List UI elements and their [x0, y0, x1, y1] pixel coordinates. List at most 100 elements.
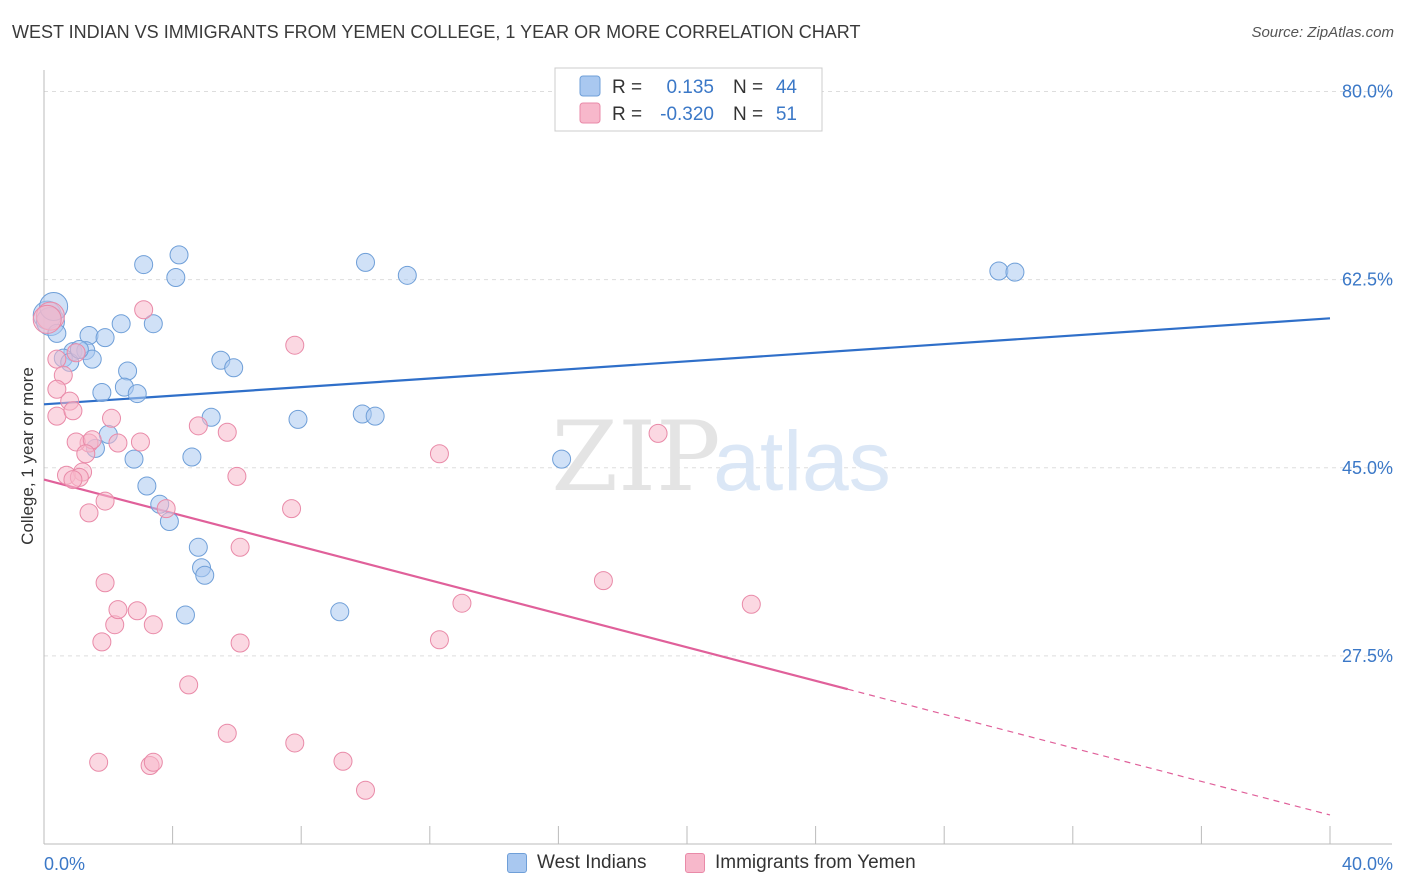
point-blue-37: [175, 605, 195, 625]
point-blue-41: [1005, 262, 1025, 282]
legend-item-west-indians[interactable]: West Indians: [507, 852, 646, 874]
point-pink-6: [47, 406, 67, 426]
x-tick-label-0: 0.0%: [44, 854, 85, 874]
point-blue-40: [989, 261, 1009, 281]
point-pink-23: [217, 422, 237, 442]
point-blue-4: [95, 328, 115, 348]
point-pink-31: [95, 573, 115, 593]
legend-r-value-1: 0.135: [666, 77, 714, 98]
point-pink-49: [356, 780, 375, 800]
legend-n-value-1: 44: [776, 77, 798, 98]
point-pink-3: [66, 343, 86, 363]
point-pink-20: [95, 491, 115, 511]
point-pink-45: [89, 752, 109, 772]
point-pink-26: [282, 499, 302, 519]
point-pink-37: [230, 633, 250, 653]
point-pink-35: [143, 615, 163, 635]
legend-box: R = 0.135 N = 44 R = -0.320 N = 51: [554, 67, 823, 132]
point-pink-33: [108, 600, 128, 620]
point-blue-39: [552, 449, 572, 469]
y-tick-label-0: 27.5%: [1342, 646, 1393, 666]
point-blue-18: [169, 245, 189, 265]
point-blue-22: [288, 409, 308, 429]
x-tick-labels: 0.0% 40.0%: [44, 854, 1393, 874]
data-points: [32, 245, 1025, 800]
point-blue-15: [134, 255, 154, 275]
trend-lines: [43, 317, 1331, 816]
legend-r-value-2: -0.320: [660, 104, 714, 125]
trend-line-blue: [43, 317, 1331, 406]
bottom-legend: West Indians Immigrants from Yemen: [0, 852, 1406, 876]
point-pink-24: [188, 416, 208, 436]
y-tick-label-1: 45.0%: [1342, 458, 1393, 478]
point-pink-47: [143, 752, 163, 772]
point-pink-13: [130, 432, 150, 452]
trend-line-pink-dashed: [847, 688, 1331, 816]
point-pink-14: [76, 444, 96, 464]
point-pink-38: [429, 630, 449, 650]
trend-line-pink: [43, 478, 849, 691]
x-tick-label-1: 40.0%: [1342, 854, 1393, 874]
legend-item-yemen[interactable]: Immigrants from Yemen: [685, 852, 916, 874]
point-pink-34: [127, 601, 147, 621]
y-tick-labels: 27.5% 45.0% 62.5% 80.0%: [1342, 82, 1393, 666]
point-blue-24: [365, 406, 385, 426]
point-pink-40: [593, 571, 613, 591]
point-pink-28: [285, 335, 305, 355]
point-blue-14: [127, 384, 147, 404]
point-pink-30: [648, 423, 668, 443]
point-pink-42: [179, 675, 199, 695]
point-blue-16: [143, 314, 163, 334]
legend-n-label-2: N =: [733, 104, 763, 125]
point-blue-9: [82, 349, 102, 369]
point-blue-5: [111, 314, 131, 334]
point-blue-36: [195, 565, 215, 585]
watermark-atlas: atlas: [713, 414, 890, 508]
point-pink-8: [102, 408, 122, 428]
point-pink-21: [156, 499, 176, 519]
legend-label-yemen: Immigrants from Yemen: [715, 852, 916, 873]
legend-n-value-2: 51: [776, 104, 797, 125]
axes: [43, 70, 1392, 845]
point-pink-41: [741, 594, 761, 614]
legend-label-west-indians: West Indians: [537, 852, 647, 873]
chart-title: WEST INDIAN VS IMMIGRANTS FROM YEMEN COL…: [12, 22, 861, 42]
legend-swatch-pink: [579, 102, 601, 124]
point-pink-1: [47, 349, 67, 369]
point-blue-30: [182, 447, 202, 467]
watermark: ZIP atlas: [551, 401, 890, 513]
watermark-zip: ZIP: [551, 401, 720, 513]
legend-n-label-1: N =: [733, 77, 763, 98]
point-blue-25: [356, 252, 375, 272]
point-pink-50: [32, 304, 62, 334]
legend-r-label-2: R =: [612, 104, 642, 125]
point-blue-11: [118, 361, 138, 381]
point-blue-31: [137, 476, 157, 496]
point-pink-18: [63, 470, 83, 490]
point-pink-44: [285, 733, 305, 753]
point-pink-43: [217, 723, 237, 743]
legend-swatch-yemen: [685, 853, 705, 873]
point-pink-7: [63, 401, 83, 421]
y-axis-label: College, 1 year or more: [18, 367, 37, 545]
point-pink-27: [230, 537, 250, 557]
point-blue-34: [188, 537, 208, 557]
point-pink-39: [452, 593, 472, 613]
point-pink-19: [79, 503, 99, 523]
source-label: Source: ZipAtlas.com: [1251, 24, 1394, 41]
point-blue-20: [224, 358, 244, 378]
point-pink-29: [429, 444, 449, 464]
point-blue-29: [124, 449, 144, 469]
point-pink-4: [47, 379, 67, 399]
point-blue-17: [166, 267, 186, 287]
point-pink-48: [333, 751, 353, 771]
legend-swatch-west-indians: [507, 853, 527, 873]
grid-lines: [44, 91, 1392, 657]
y-tick-label-3: 80.0%: [1342, 82, 1393, 102]
point-blue-13: [92, 383, 112, 402]
point-blue-26: [397, 265, 417, 285]
point-blue-38: [330, 602, 350, 622]
legend-r-label-1: R =: [612, 77, 642, 98]
point-pink-36: [92, 632, 112, 652]
